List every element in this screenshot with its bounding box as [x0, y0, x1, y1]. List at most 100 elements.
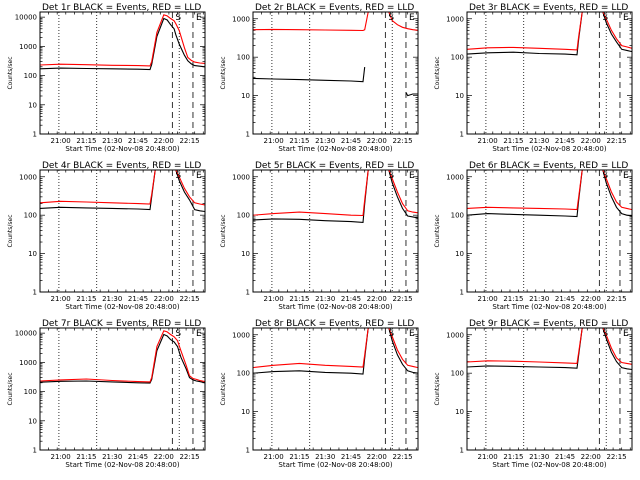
panel-det-3: Det 3r BLACK = Events, RED = LLD 1 10 100 10…	[434, 3, 633, 153]
x-tick-label: 22:15	[392, 137, 412, 145]
x-tick-label: 21:30	[315, 453, 335, 461]
x-tick-label: 22:15	[179, 137, 199, 145]
plot-frame	[39, 169, 206, 293]
y-tick-label: 100	[237, 370, 250, 378]
y-tick-label: 1	[460, 289, 464, 297]
panel-title: Det 2r BLACK = Events, RED = LLD	[255, 3, 414, 13]
y-axis-label: Counts/sec	[434, 56, 441, 89]
x-tick-label: 22:00	[367, 295, 387, 303]
marker-label: S	[175, 13, 181, 23]
y-tick-label: 1000	[19, 43, 37, 51]
x-tick-label: 21:30	[102, 295, 122, 303]
y-axis-label: Counts/sec	[7, 372, 14, 405]
marker-label: E	[196, 329, 202, 339]
x-tick-label: 21:30	[102, 137, 122, 145]
panel-title: Det 1r BLACK = Events, RED = LLD	[42, 3, 201, 13]
x-axis-label: Start Time (02-Nov-08 20:48:00)	[492, 303, 606, 311]
y-tick-label: 10	[455, 92, 464, 100]
x-tick-label: 22:00	[581, 453, 601, 461]
plot-frame	[466, 169, 633, 293]
x-tick-label: 21:30	[529, 137, 549, 145]
plot-frame	[466, 327, 633, 451]
plot-frame	[466, 11, 633, 135]
panel-det-7: Det 7r BLACK = Events, RED = LLD 1 10 100 10…	[7, 319, 206, 469]
x-tick-label: 21:00	[478, 295, 498, 303]
panel-det-8: Det 8r BLACK = Events, RED = LLD 1 10 100 10…	[220, 319, 419, 469]
x-tick-label: 21:30	[315, 295, 335, 303]
plot-frame	[252, 169, 419, 293]
y-tick-label: 10000	[15, 330, 37, 338]
y-tick-label: 100	[24, 212, 37, 220]
plot-frame	[39, 11, 206, 135]
x-axis-label: Start Time (02-Nov-08 20:48:00)	[278, 145, 392, 153]
panel-det-6: Det 6r BLACK = Events, RED = LLD 1 10 100 10…	[434, 161, 633, 311]
y-tick-label: 1000	[446, 331, 464, 339]
x-tick-label: 21:15	[503, 137, 523, 145]
y-tick-label: 1	[246, 447, 250, 455]
marker-label: E	[196, 13, 202, 23]
x-tick-label: 22:00	[154, 137, 174, 145]
marker-label: S	[388, 171, 394, 181]
y-tick-label: 1	[33, 289, 37, 297]
y-tick-label: 1	[246, 289, 250, 297]
x-tick-label: 22:15	[392, 453, 412, 461]
y-tick-label: 1000	[232, 173, 250, 181]
y-axis-label: Counts/sec	[434, 372, 441, 405]
y-tick-label: 10	[28, 250, 37, 258]
x-tick-label: 21:00	[264, 137, 284, 145]
plot-frame	[252, 11, 419, 135]
x-axis-label: Start Time (02-Nov-08 20:48:00)	[492, 145, 606, 153]
y-tick-label: 1	[460, 131, 464, 139]
x-tick-label: 21:15	[76, 295, 96, 303]
x-tick-label: 21:15	[503, 453, 523, 461]
series-line-events	[39, 17, 206, 71]
y-axis-label: Counts/sec	[434, 214, 441, 247]
x-tick-label: 21:15	[289, 453, 309, 461]
x-tick-label: 21:45	[128, 453, 148, 461]
plot-frame	[39, 327, 206, 451]
y-tick-label: 10	[241, 408, 250, 416]
x-tick-label: 22:00	[581, 295, 601, 303]
y-axis-label: Counts/sec	[220, 214, 227, 247]
y-tick-label: 1000	[446, 173, 464, 181]
panel-title: Det 9r BLACK = Events, RED = LLD	[469, 319, 628, 329]
y-tick-label: 100	[24, 388, 37, 396]
x-tick-label: 21:45	[555, 137, 575, 145]
y-tick-label: 1000	[232, 331, 250, 339]
panel-det-1: Det 1r BLACK = Events, RED = LLD 1 10 100 10…	[7, 3, 206, 153]
x-tick-label: 21:00	[478, 453, 498, 461]
marker-label: E	[196, 171, 202, 181]
y-tick-label: 1	[246, 131, 250, 139]
y-tick-label: 10000	[15, 14, 37, 22]
x-tick-label: 21:15	[76, 453, 96, 461]
y-tick-label: 10	[455, 408, 464, 416]
x-tick-label: 21:45	[555, 453, 575, 461]
marker-label: E	[623, 13, 629, 23]
x-tick-label: 21:45	[128, 295, 148, 303]
series-line-lld	[39, 330, 206, 383]
y-tick-label: 10	[28, 101, 37, 109]
y-tick-label: 100	[451, 370, 464, 378]
x-axis-label: Start Time (02-Nov-08 20:48:00)	[278, 303, 392, 311]
marker-label: S	[602, 329, 608, 339]
marker-label: S	[175, 329, 181, 339]
x-tick-label: 22:15	[606, 137, 626, 145]
x-tick-label: 21:45	[555, 295, 575, 303]
x-tick-label: 22:15	[179, 453, 199, 461]
marker-label: E	[409, 329, 415, 339]
x-tick-label: 21:00	[51, 137, 71, 145]
x-tick-label: 22:00	[581, 137, 601, 145]
y-tick-label: 1000	[446, 15, 464, 23]
x-axis-label: Start Time (02-Nov-08 20:48:00)	[65, 145, 179, 153]
series-line-lld	[39, 14, 206, 67]
x-tick-label: 21:00	[51, 453, 71, 461]
y-tick-label: 10	[241, 250, 250, 258]
y-tick-label: 10	[241, 92, 250, 100]
x-tick-label: 21:00	[478, 137, 498, 145]
x-tick-label: 22:15	[606, 453, 626, 461]
x-tick-label: 21:30	[529, 295, 549, 303]
x-tick-label: 21:45	[341, 137, 361, 145]
x-tick-label: 22:00	[367, 137, 387, 145]
panel-det-9: Det 9r BLACK = Events, RED = LLD 1 10 100 10…	[434, 319, 633, 469]
plot-frame	[252, 327, 419, 451]
